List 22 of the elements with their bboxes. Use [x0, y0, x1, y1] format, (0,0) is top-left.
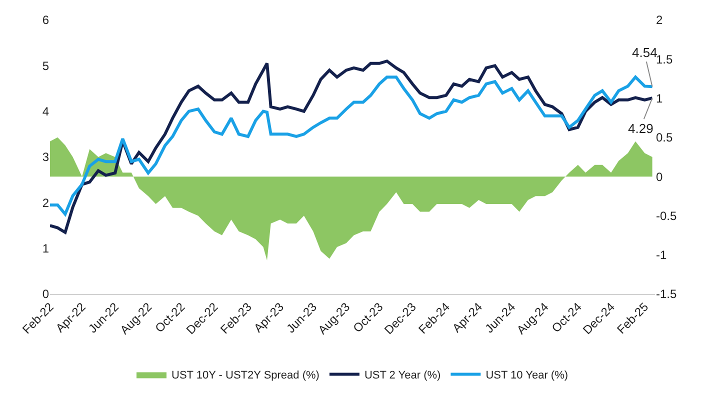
legend-label: UST 2 Year (%): [364, 370, 441, 382]
legend-label: UST 10 Year (%): [486, 370, 568, 382]
annotation: 4.54: [632, 45, 658, 60]
y2-tick-label: -1.5: [656, 287, 678, 302]
y2-tick-label: 1: [656, 91, 663, 106]
legend-label: UST 10Y - UST2Y Spread (%): [172, 370, 320, 382]
y-tick-label: 2: [42, 196, 50, 210]
y-tick-label: 0: [42, 287, 50, 302]
annotation: 4.29: [628, 121, 654, 136]
y2-tick-label: 0: [656, 170, 663, 184]
y2-tick-label: 1.5: [656, 52, 674, 66]
y-tick-label: 5: [42, 58, 50, 73]
y-tick-label: 4: [42, 104, 50, 119]
y2-tick-label: 2: [656, 13, 663, 28]
y2-tick-label: 0.5: [656, 130, 674, 145]
y2-tick-label: -1: [656, 248, 667, 262]
line-series: [50, 60, 654, 234]
y-tick-label: 3: [42, 150, 50, 164]
y-tick-label: 6: [42, 13, 50, 28]
y2-tick-label: -0.5: [656, 208, 678, 223]
y-tick-label: 1: [42, 242, 50, 256]
line-series: [50, 76, 654, 216]
